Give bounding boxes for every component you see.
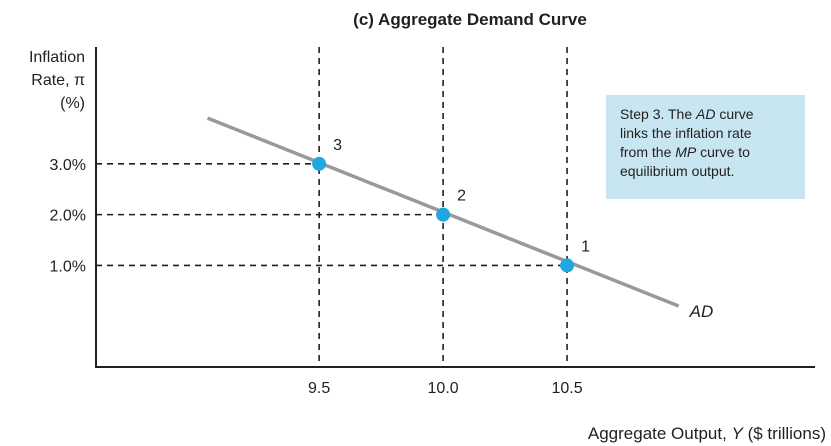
y-axis-label-line: Inflation: [29, 49, 85, 66]
equilibrium-points: 3 2 1: [312, 137, 590, 273]
point-label: 1: [581, 238, 590, 255]
x-axis-label-part: ($ trillions): [743, 424, 826, 443]
x-tick-label: 9.5: [308, 380, 330, 397]
y-axis-label-line: Rate, π: [31, 72, 85, 89]
x-axis-label: Aggregate Output, Y ($ trillions): [588, 424, 826, 443]
annotation-line: links the inflation rate: [620, 125, 752, 141]
annotation-line: equilibrium output.: [620, 163, 734, 179]
dashed-guide-lines: [96, 47, 568, 367]
annotation-segment: links the inflation rate: [620, 125, 752, 141]
annotation-segment: Step 3. The: [620, 106, 696, 122]
annotation-segment: curve to: [696, 144, 750, 160]
equilibrium-point-marker: [312, 156, 327, 171]
y-tick-label: 1.0%: [50, 258, 86, 275]
point-label: 3: [333, 137, 342, 154]
x-axis-label-part: Y: [732, 424, 745, 443]
annotation-segment: MP: [675, 144, 697, 160]
equilibrium-point-marker: [436, 207, 451, 222]
annotation-segment: from the: [620, 144, 675, 160]
equilibrium-point-marker: [560, 258, 575, 273]
annotation-text: Step 3. The AD curve links the inflation …: [620, 106, 754, 179]
x-axis-label-part: Aggregate Output,: [588, 424, 732, 443]
annotation-line: from the MP curve to: [620, 144, 750, 160]
point-label: 2: [457, 188, 466, 205]
annotation-segment: AD: [695, 106, 715, 122]
chart-title: (c) Aggregate Demand Curve: [353, 10, 587, 29]
y-axis-label-line: (%): [60, 95, 85, 112]
x-tick-label: 10.0: [428, 380, 459, 397]
annotation-segment: curve: [715, 106, 753, 122]
ad-curve-label: AD: [689, 302, 714, 321]
annotation-box: [606, 95, 805, 199]
y-tick-label: 2.0%: [50, 208, 86, 225]
annotation-line: Step 3. The AD curve: [620, 106, 754, 122]
y-axis-label: Inflation Rate, π (%): [29, 49, 85, 112]
tick-labels: 3.0% 2.0% 1.0% 9.5 10.0 10.5: [50, 157, 583, 397]
x-tick-label: 10.5: [551, 380, 582, 397]
axes: [95, 47, 815, 368]
y-tick-label: 3.0%: [50, 157, 86, 174]
annotation-segment: equilibrium output.: [620, 163, 734, 179]
